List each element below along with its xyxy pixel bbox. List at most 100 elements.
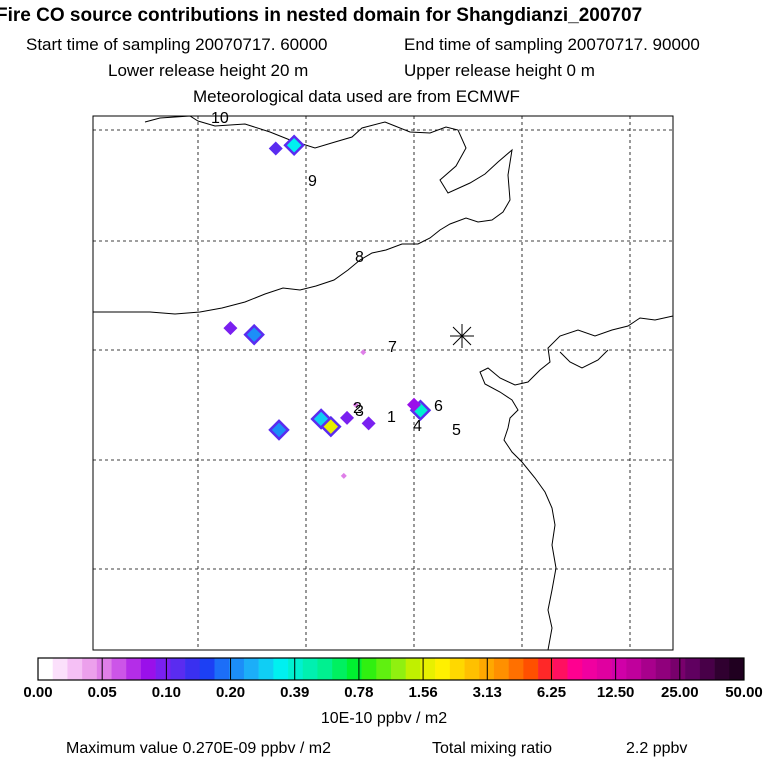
- colorbar-cell: [626, 658, 642, 680]
- hotspot-cell: [360, 349, 367, 356]
- colorbar-cell: [185, 658, 201, 680]
- colorbar-cell: [508, 658, 524, 680]
- borders: [93, 115, 674, 651]
- traj-label-6: 6: [434, 398, 443, 415]
- trajectory-labels: 10 9 8 7 6 5 4 3 2 1: [211, 110, 461, 439]
- colorbar-cell: [170, 658, 186, 680]
- colorbar-cell: [67, 658, 83, 680]
- hotspot-cell: [352, 401, 359, 408]
- colorbar-cell: [243, 658, 259, 680]
- traj-label-3: 3: [355, 403, 364, 420]
- colorbar-cells: [38, 658, 745, 680]
- inner-mongolia-border: [93, 115, 513, 315]
- colorbar-cell: [714, 658, 730, 680]
- colorbar-cell: [670, 658, 686, 680]
- liaodong-coast: [559, 349, 609, 369]
- upper-release-height: Upper release height 0 m: [404, 61, 595, 80]
- colorbar-cell: [596, 658, 612, 680]
- colorbar-tick-label: 0.20: [215, 684, 246, 701]
- traj-label-7: 7: [388, 339, 397, 356]
- hotspot-cell: [283, 134, 305, 157]
- colorbar-tick-label: 0.00: [23, 684, 53, 701]
- colorbar-tick-label: 25.00: [661, 684, 699, 701]
- start-time: Start time of sampling 20070717. 60000: [26, 35, 328, 54]
- colorbar-cell: [699, 658, 715, 680]
- met-data-source: Meteorological data used are from ECMWF: [193, 87, 520, 106]
- traj-label-5: 5: [452, 422, 461, 439]
- colorbar-cell: [52, 658, 68, 680]
- colorbar-cell: [729, 658, 745, 680]
- colorbar-cell: [96, 658, 112, 680]
- colorbar-cell: [302, 658, 318, 680]
- colorbar-cell: [317, 658, 333, 680]
- colorbar-tick-label: 6.25: [536, 684, 567, 701]
- colorbar-tick-label: 0.10: [151, 684, 181, 701]
- colorbar-unit: 10E-10 ppbv / m2: [320, 710, 448, 727]
- hotspot-layer: [223, 134, 432, 479]
- colorbar-tick-label: 0.78: [344, 684, 374, 701]
- colorbar-cell: [538, 658, 554, 680]
- colorbar-cell: [493, 658, 509, 680]
- colorbar-cell: [332, 658, 348, 680]
- hotspot-cell: [268, 419, 290, 441]
- hotspot-cell: [340, 472, 347, 479]
- colorbar-cell: [611, 658, 627, 680]
- hotspot-cell: [340, 410, 355, 425]
- station-marker: [450, 324, 474, 348]
- hotspot-cell: [223, 321, 238, 336]
- colorbar-tick-label: 0.39: [280, 684, 310, 701]
- colorbar-cell: [523, 658, 539, 680]
- colorbar-tick-label: 3.13: [472, 684, 502, 701]
- colorbar-cell: [155, 658, 171, 680]
- colorbar-cell: [582, 658, 598, 680]
- colorbar-cell: [567, 658, 583, 680]
- colorbar-cell: [376, 658, 392, 680]
- hotspot-cell: [320, 415, 342, 438]
- traj-label-10: 10: [211, 110, 229, 127]
- colorbar-tick-label: 12.50: [596, 684, 635, 701]
- traj-label-9: 9: [308, 173, 317, 190]
- lower-release-height: Lower release height 20 m: [108, 61, 309, 80]
- max-value: Maximum value 0.270E-09 ppbv / m2: [66, 740, 332, 757]
- total-mixing-value: 2.2 ppbv: [626, 740, 688, 757]
- colorbar-tick-label: 1.56: [408, 684, 438, 701]
- colorbar-cell: [346, 658, 362, 680]
- chart-title: Fire CO source contributions in nested d…: [0, 5, 643, 26]
- colorbar-cell: [126, 658, 142, 680]
- colorbar-cell: [82, 658, 98, 680]
- traj-label-1: 1: [387, 409, 396, 426]
- colorbar-cell: [361, 658, 377, 680]
- end-time: End time of sampling 20070717. 90000: [404, 35, 700, 54]
- colorbar-cell: [420, 658, 436, 680]
- colorbar-cell: [273, 658, 289, 680]
- colorbar-cell: [140, 658, 156, 680]
- traj-label-8: 8: [355, 249, 364, 266]
- colorbar-cell: [641, 658, 657, 680]
- map-frame: [92, 115, 674, 651]
- total-mixing-label: Total mixing ratio: [432, 740, 553, 757]
- traj-label-4: 4: [413, 418, 422, 435]
- hotspot-cell: [361, 416, 376, 431]
- colorbar-cell: [38, 658, 54, 680]
- colorbar-cell: [391, 658, 407, 680]
- colorbar-cell: [435, 658, 451, 680]
- colorbar-tick-label: 50.00: [725, 684, 763, 701]
- colorbar-cell: [464, 658, 480, 680]
- colorbar-cell: [199, 658, 215, 680]
- bohai-coastline: [479, 315, 674, 651]
- colorbar-cell: [655, 658, 671, 680]
- colorbar-cell: [229, 658, 245, 680]
- colorbar-cell: [685, 658, 701, 680]
- colorbar-cell: [288, 658, 304, 680]
- colorbar-cell: [214, 658, 230, 680]
- colorbar-cell: [405, 658, 421, 680]
- colorbar-cell: [552, 658, 568, 680]
- colorbar-tick-marks: [37, 658, 745, 680]
- traj-label-2: 2: [353, 400, 362, 417]
- hotspot-cell: [243, 323, 265, 346]
- colorbar-cell: [449, 658, 465, 680]
- colorbar-cell: [258, 658, 274, 680]
- colorbar-cell: [111, 658, 127, 680]
- hotspot-cell: [407, 397, 421, 412]
